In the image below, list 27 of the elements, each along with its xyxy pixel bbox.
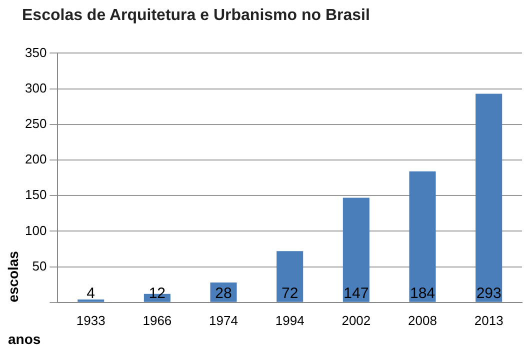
y-axis-title: escolas: [4, 250, 21, 302]
x-tick-label: 1933: [76, 312, 106, 328]
x-tick-label: 1974: [209, 312, 238, 328]
x-tick-label: 2002: [342, 312, 371, 328]
data-label: 72: [282, 285, 298, 302]
x-tick-label: 2008: [408, 312, 437, 328]
y-tick-label: 250: [24, 116, 47, 131]
data-label: 4: [86, 285, 96, 302]
chart-title: Escolas de Arquitetura e Urbanismo no Brasil: [22, 7, 370, 24]
data-label: 147: [344, 285, 369, 302]
bar: [476, 94, 502, 302]
y-tick-label: 200: [24, 152, 47, 167]
bar: [276, 251, 304, 302]
x-tick-label: 2013: [474, 312, 504, 328]
y-tick-label: 50: [32, 258, 47, 274]
data-label: 293: [476, 285, 502, 302]
bar: [342, 198, 370, 302]
x-tick-label: 1994: [275, 312, 304, 328]
y-tick-label: 100: [24, 222, 47, 238]
x-tick-label: 1966: [142, 312, 172, 328]
bar: [409, 171, 436, 302]
y-tick-label: 350: [24, 44, 47, 60]
x-axis-title: anos: [8, 330, 41, 347]
data-label: 28: [215, 285, 232, 302]
y-tick-label: 300: [24, 80, 47, 96]
data-label: 184: [410, 285, 436, 302]
y-tick-label: 150: [24, 187, 47, 202]
